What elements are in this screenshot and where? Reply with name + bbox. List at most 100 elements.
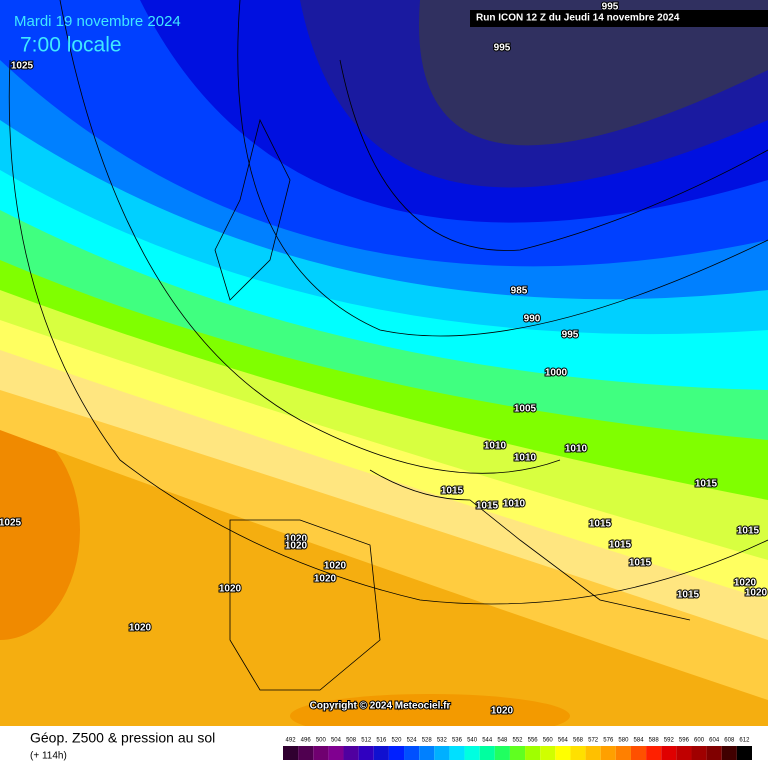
legend-value: 532 xyxy=(437,738,448,744)
legend-value: 608 xyxy=(724,738,735,744)
legend-title: Géop. Z500 & pression au sol xyxy=(30,730,215,746)
legend-value: 508 xyxy=(346,738,357,744)
legend-swatch xyxy=(419,746,435,760)
legend-value: 528 xyxy=(422,738,433,744)
legend-value: 568 xyxy=(573,738,584,744)
legend-value: 584 xyxy=(634,738,645,744)
isobar-label: 1015 xyxy=(589,519,612,530)
legend-swatch xyxy=(721,746,737,760)
legend-value: 500 xyxy=(316,738,327,744)
isobar-label: 1000 xyxy=(545,368,568,379)
legend-swatch xyxy=(434,746,450,760)
legend-swatch xyxy=(479,746,495,760)
legend-value: 556 xyxy=(528,738,539,744)
legend-value: 536 xyxy=(452,738,463,744)
isobar-label: 995 xyxy=(562,330,579,341)
legend-swatch xyxy=(646,746,662,760)
isobar-label: 990 xyxy=(524,314,541,325)
isobar-label: 1020 xyxy=(745,588,768,599)
legend-swatch xyxy=(661,746,677,760)
legend-swatch xyxy=(283,746,299,760)
isobar-label: 1010 xyxy=(514,453,537,464)
legend-value: 612 xyxy=(739,738,750,744)
isobar-label: 1025 xyxy=(0,518,22,529)
run-info: Run ICON 12 Z du Jeudi 14 novembre 2024 xyxy=(476,13,680,24)
legend-swatch xyxy=(313,746,329,760)
legend-value: 516 xyxy=(376,738,387,744)
legend-value: 520 xyxy=(391,738,402,744)
isobar-label: 1015 xyxy=(677,590,700,601)
isobar-label: 1025 xyxy=(11,61,34,72)
isobar-label: 1020 xyxy=(324,561,347,572)
legend-value: 592 xyxy=(664,738,675,744)
legend-swatch xyxy=(691,746,707,760)
legend-swatch xyxy=(570,746,586,760)
isobar-label: 1020 xyxy=(285,534,308,545)
legend-value: 564 xyxy=(558,738,569,744)
legend-swatch xyxy=(298,746,314,760)
legend-value: 580 xyxy=(618,738,629,744)
legend-swatch xyxy=(540,746,556,760)
legend-value: 576 xyxy=(603,738,614,744)
legend-value: 572 xyxy=(588,738,599,744)
legend-swatch xyxy=(615,746,631,760)
isobar-label: 995 xyxy=(602,2,619,13)
legend-value: 544 xyxy=(482,738,493,744)
legend-swatch xyxy=(388,746,405,760)
isobar-label: 1005 xyxy=(514,404,537,415)
legend-swatch xyxy=(404,746,420,760)
isobar-label: 1015 xyxy=(695,479,718,490)
legend-swatch xyxy=(555,746,571,760)
time: 7:00 locale xyxy=(20,34,122,57)
legend-value: 492 xyxy=(286,738,297,744)
isobar-label: 1020 xyxy=(491,706,514,717)
legend-value: 548 xyxy=(497,738,508,744)
legend-swatch xyxy=(600,746,616,760)
legend-swatch xyxy=(358,746,374,760)
run-box xyxy=(470,10,768,27)
legend-value: 496 xyxy=(301,738,312,744)
isobar-label: 1015 xyxy=(476,501,499,512)
legend-value: 504 xyxy=(331,738,342,744)
legend-value: 588 xyxy=(649,738,660,744)
isobar-label: 1020 xyxy=(734,578,757,589)
legend-value: 512 xyxy=(361,738,372,744)
isobar-label: 1010 xyxy=(503,499,526,510)
legend-value: 552 xyxy=(512,738,523,744)
isobar-label: 1010 xyxy=(565,444,588,455)
legend-swatch xyxy=(494,746,510,760)
isobar-label: 1015 xyxy=(629,558,652,569)
legend-swatch xyxy=(328,746,344,760)
legend-swatch xyxy=(373,746,389,760)
legend-scale: 492 496 500 504 508 512 516 520 524 528 532 536 540 5… xyxy=(283,738,752,760)
legend-swatch xyxy=(464,746,480,760)
map xyxy=(0,0,768,738)
isobar-label: 1020 xyxy=(219,584,242,595)
legend-value: 604 xyxy=(709,738,720,744)
isobar-label: 1015 xyxy=(737,526,760,537)
legend-swatch xyxy=(585,746,601,760)
legend-value: 524 xyxy=(407,738,418,744)
copyright: Copyright © 2024 Meteociel.fr xyxy=(310,701,451,712)
isobar-label: 1020 xyxy=(285,541,308,552)
isobar-label: 1010 xyxy=(484,441,507,452)
legend-swatch xyxy=(736,746,752,760)
isobar-label: 1020 xyxy=(129,623,152,634)
isobar-label: 995 xyxy=(494,43,511,54)
legend-swatch xyxy=(676,746,692,760)
legend-swatch xyxy=(449,746,465,760)
isobar-label: 1020 xyxy=(314,574,337,585)
isobar-label: 985 xyxy=(511,286,528,297)
isobar-label: 1015 xyxy=(441,486,464,497)
legend-swatch xyxy=(509,746,526,760)
legend-value: 560 xyxy=(543,738,554,744)
date: Mardi 19 novembre 2024 xyxy=(14,13,181,30)
legend-swatch xyxy=(525,746,541,760)
legend-swatch xyxy=(343,746,359,760)
legend-swatch xyxy=(706,746,722,760)
legend-value: 540 xyxy=(467,738,478,744)
legend-subtitle: (+ 114h) xyxy=(30,751,67,762)
legend-value: 596 xyxy=(679,738,690,744)
legend-swatch xyxy=(630,746,647,760)
